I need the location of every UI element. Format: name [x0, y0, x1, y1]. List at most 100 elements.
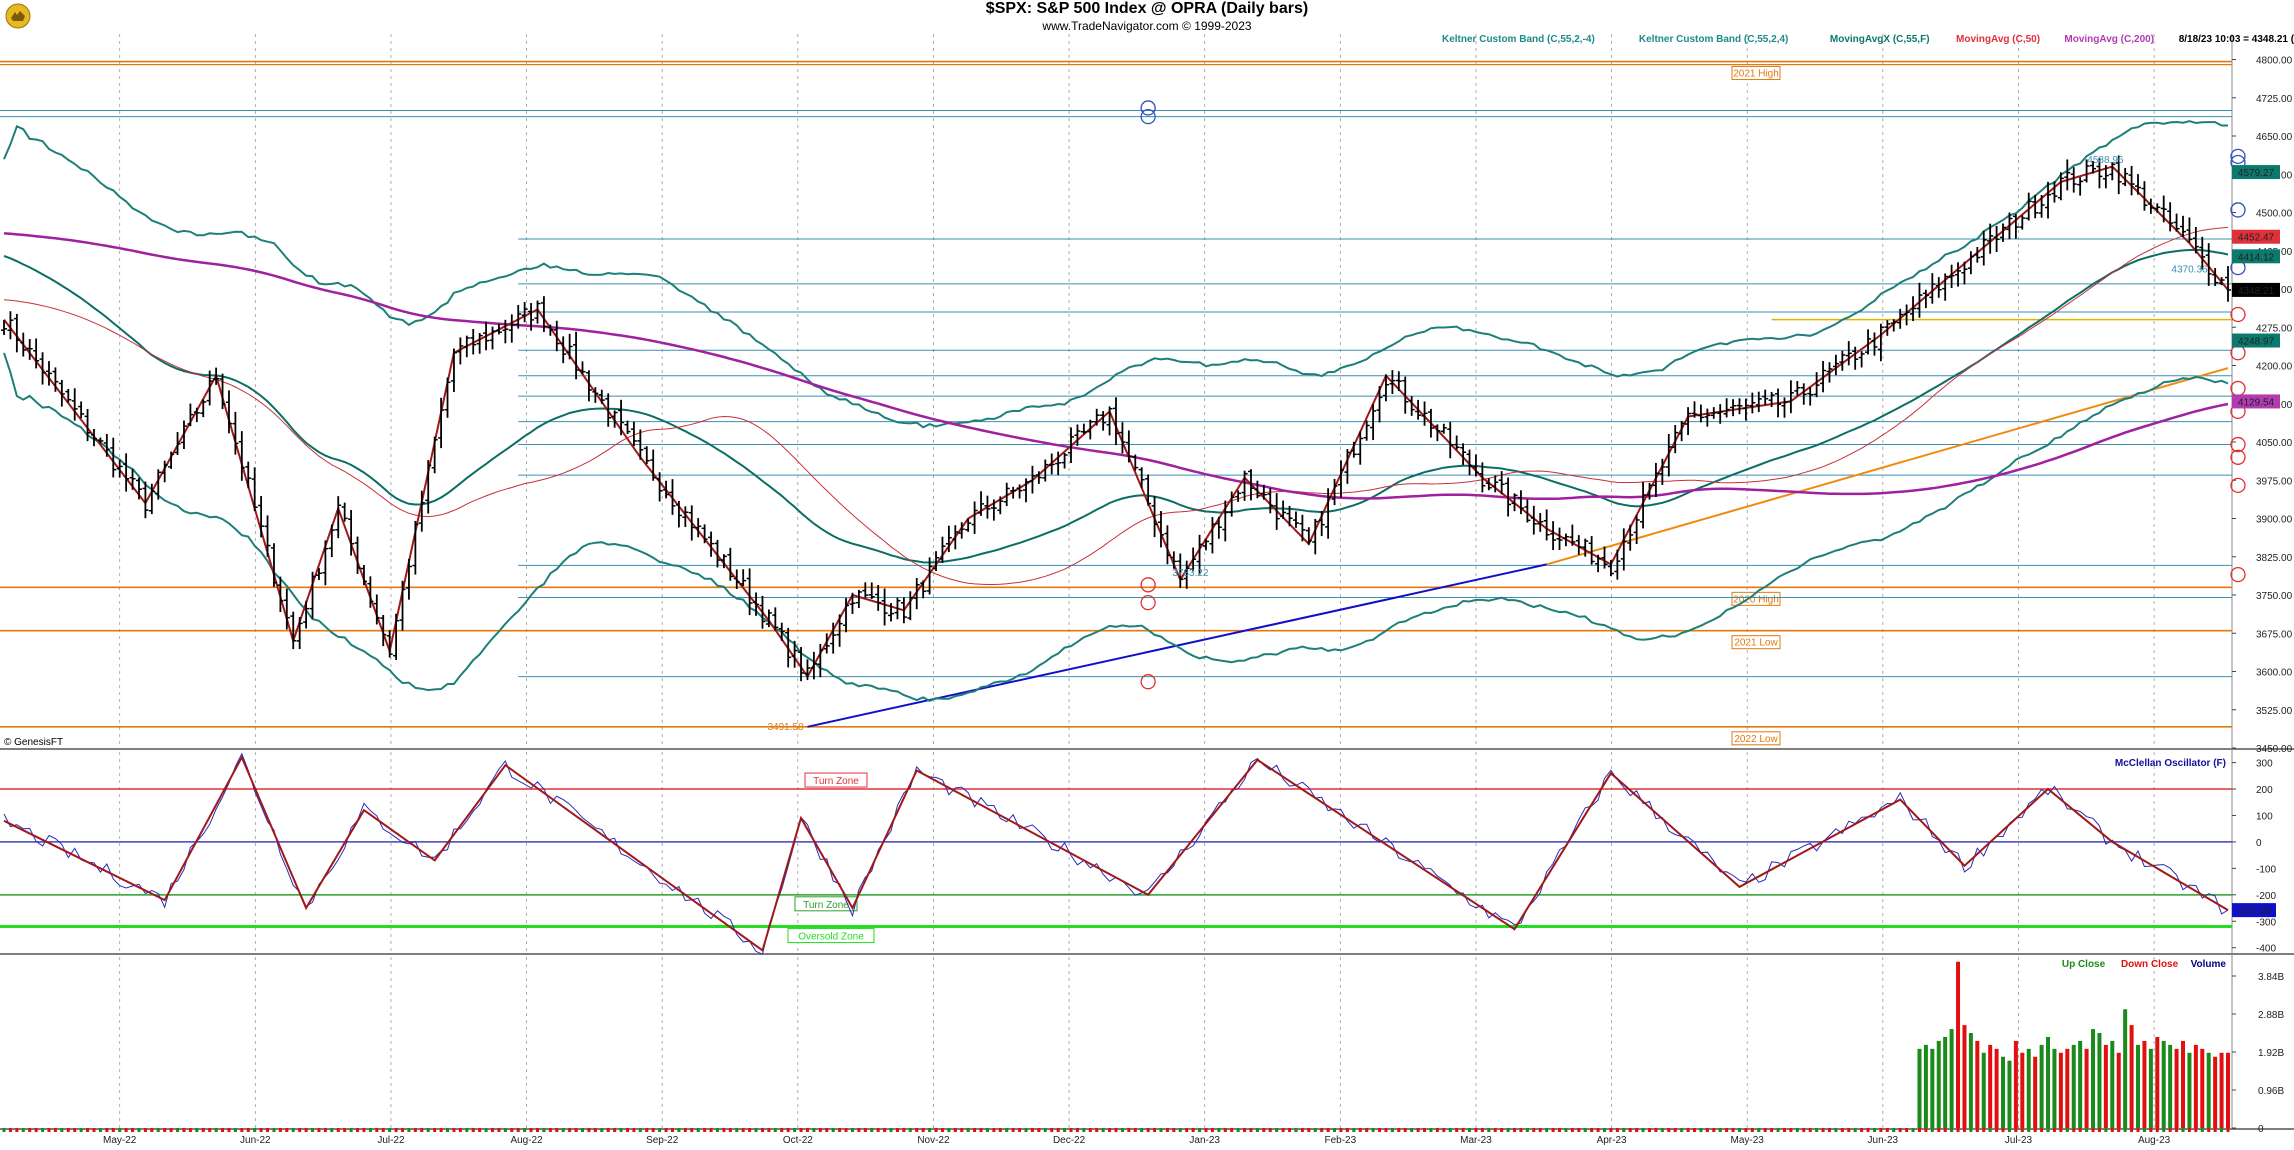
x-axis-tick — [1223, 1128, 1227, 1132]
right-axis-tag: 4452.47 — [2232, 229, 2280, 244]
ohlc-bar — [386, 630, 393, 658]
x-axis-tick — [1789, 1128, 1793, 1132]
ohlc-bar — [1897, 308, 1904, 329]
x-axis-tick — [580, 1128, 584, 1132]
volume-bar — [1968, 1033, 1973, 1128]
ohlc-bar — [187, 403, 194, 427]
x-tick-label: Dec-22 — [1053, 1135, 1086, 1146]
ohlc-bar — [2167, 202, 2174, 232]
oscillator-last-tag: -257.89 — [2232, 903, 2276, 918]
x-axis-tick — [1930, 1128, 1934, 1132]
ohlc-bar — [1087, 419, 1094, 440]
x-axis-tick — [291, 1128, 295, 1132]
ohlc-bar — [534, 300, 541, 324]
ohlc-bar — [849, 592, 856, 614]
ohlc-bar — [1775, 388, 1782, 418]
ohlc-bar — [2019, 215, 2026, 230]
ohlc-bar — [341, 502, 348, 522]
x-axis-tick — [587, 1128, 591, 1132]
x-axis-tick — [388, 1128, 392, 1132]
pivot-circle — [1140, 595, 1156, 611]
ohlc-bar — [2051, 181, 2058, 203]
ohlc-bar — [978, 491, 985, 516]
x-axis-tick — [137, 1128, 141, 1132]
y-tick-label: 0 — [2256, 838, 2262, 849]
ohlc-bar — [315, 567, 322, 581]
x-axis-tick — [850, 1128, 854, 1132]
x-axis-tick — [2059, 1128, 2063, 1132]
x-axis-tick — [1583, 1128, 1587, 1132]
right-axis-tag: 4129.54 — [2232, 394, 2280, 409]
ohlc-bar — [438, 397, 445, 449]
x-axis-tick — [2136, 1128, 2140, 1132]
ohlc-bar — [637, 429, 644, 460]
keltner-lower-band — [3, 352, 2229, 703]
ohlc-bar — [1980, 230, 1987, 266]
x-axis-tick — [2110, 1128, 2114, 1132]
x-axis-tick — [510, 1128, 514, 1132]
ohlc-bar — [45, 361, 52, 386]
right-axis-tag-text: 4248.97 — [2238, 337, 2275, 348]
ohlc-bar — [2102, 165, 2109, 189]
ohlc-bar — [418, 490, 425, 532]
ohlc-bar — [483, 321, 490, 351]
panel-bg-1 — [0, 752, 2294, 953]
ohlc-bar — [560, 336, 567, 364]
x-axis-tick — [760, 1128, 764, 1132]
ohlc-bar — [1434, 424, 1441, 442]
x-axis-tick — [1236, 1128, 1240, 1132]
legend-item: Keltner Custom Band (C,55,2,-4) — [1442, 34, 1595, 45]
volume-bar — [2052, 1048, 2057, 1128]
x-axis-tick — [658, 1128, 662, 1132]
x-axis-tick — [2078, 1128, 2082, 1132]
x-axis-tick — [343, 1128, 347, 1132]
ohlc-bar — [1048, 453, 1055, 475]
ohlc-bar — [213, 367, 220, 385]
ohlc-bar — [1717, 404, 1724, 424]
x-axis-tick — [452, 1128, 456, 1132]
ohlc-bar — [1100, 411, 1107, 431]
volume-bar — [2161, 1040, 2166, 1128]
x-axis-tick — [2007, 1128, 2011, 1132]
price-bars — [1, 155, 2231, 682]
x-axis-tick — [1204, 1128, 1208, 1132]
y-tick-label: 3975.00 — [2256, 476, 2293, 487]
ohlc-bar — [373, 594, 380, 625]
x-axis-tick — [1705, 1128, 1709, 1132]
ohlc-bar — [206, 370, 213, 406]
ohlc-bar — [1929, 273, 1936, 304]
x-axis-tick — [600, 1128, 604, 1132]
zone-label-text: Turn Zone — [813, 776, 859, 787]
ohlc-bar — [720, 554, 727, 569]
x-tick-label: May-23 — [1731, 1135, 1765, 1146]
volume-bar — [2026, 1048, 2031, 1128]
x-axis-tick — [1487, 1128, 1491, 1132]
ohlc-bar — [2077, 177, 2084, 196]
x-axis-tick — [53, 1128, 57, 1132]
ohlc-bar — [309, 571, 316, 619]
x-axis-tick — [471, 1128, 475, 1132]
y-tick-label: -300 — [2256, 917, 2276, 928]
x-axis-tick — [1924, 1128, 1928, 1132]
ohlc-bar — [1935, 277, 1942, 298]
ohlc-bar — [1492, 475, 1499, 493]
x-axis-tick — [1943, 1128, 1947, 1132]
volume-bar — [2001, 1056, 2006, 1128]
x-axis-tick — [1474, 1128, 1478, 1132]
ohlc-bar — [1196, 534, 1203, 575]
x-axis-tick — [2181, 1128, 2185, 1132]
x-axis-tick — [1551, 1128, 1555, 1132]
x-axis-tick — [2175, 1128, 2179, 1132]
ohlc-bar — [1582, 538, 1589, 557]
x-axis-tick — [2046, 1128, 2050, 1132]
x-axis-tick — [1982, 1128, 1986, 1132]
x-axis-tick — [214, 1128, 218, 1132]
ohlc-bar — [656, 472, 663, 502]
x-axis-tick — [516, 1128, 520, 1132]
ohlc-bar — [528, 303, 535, 331]
x-axis-tick — [1898, 1128, 1902, 1132]
ohlc-bar — [939, 536, 946, 564]
x-axis-tick — [1120, 1128, 1124, 1132]
x-axis-tick — [375, 1128, 379, 1132]
